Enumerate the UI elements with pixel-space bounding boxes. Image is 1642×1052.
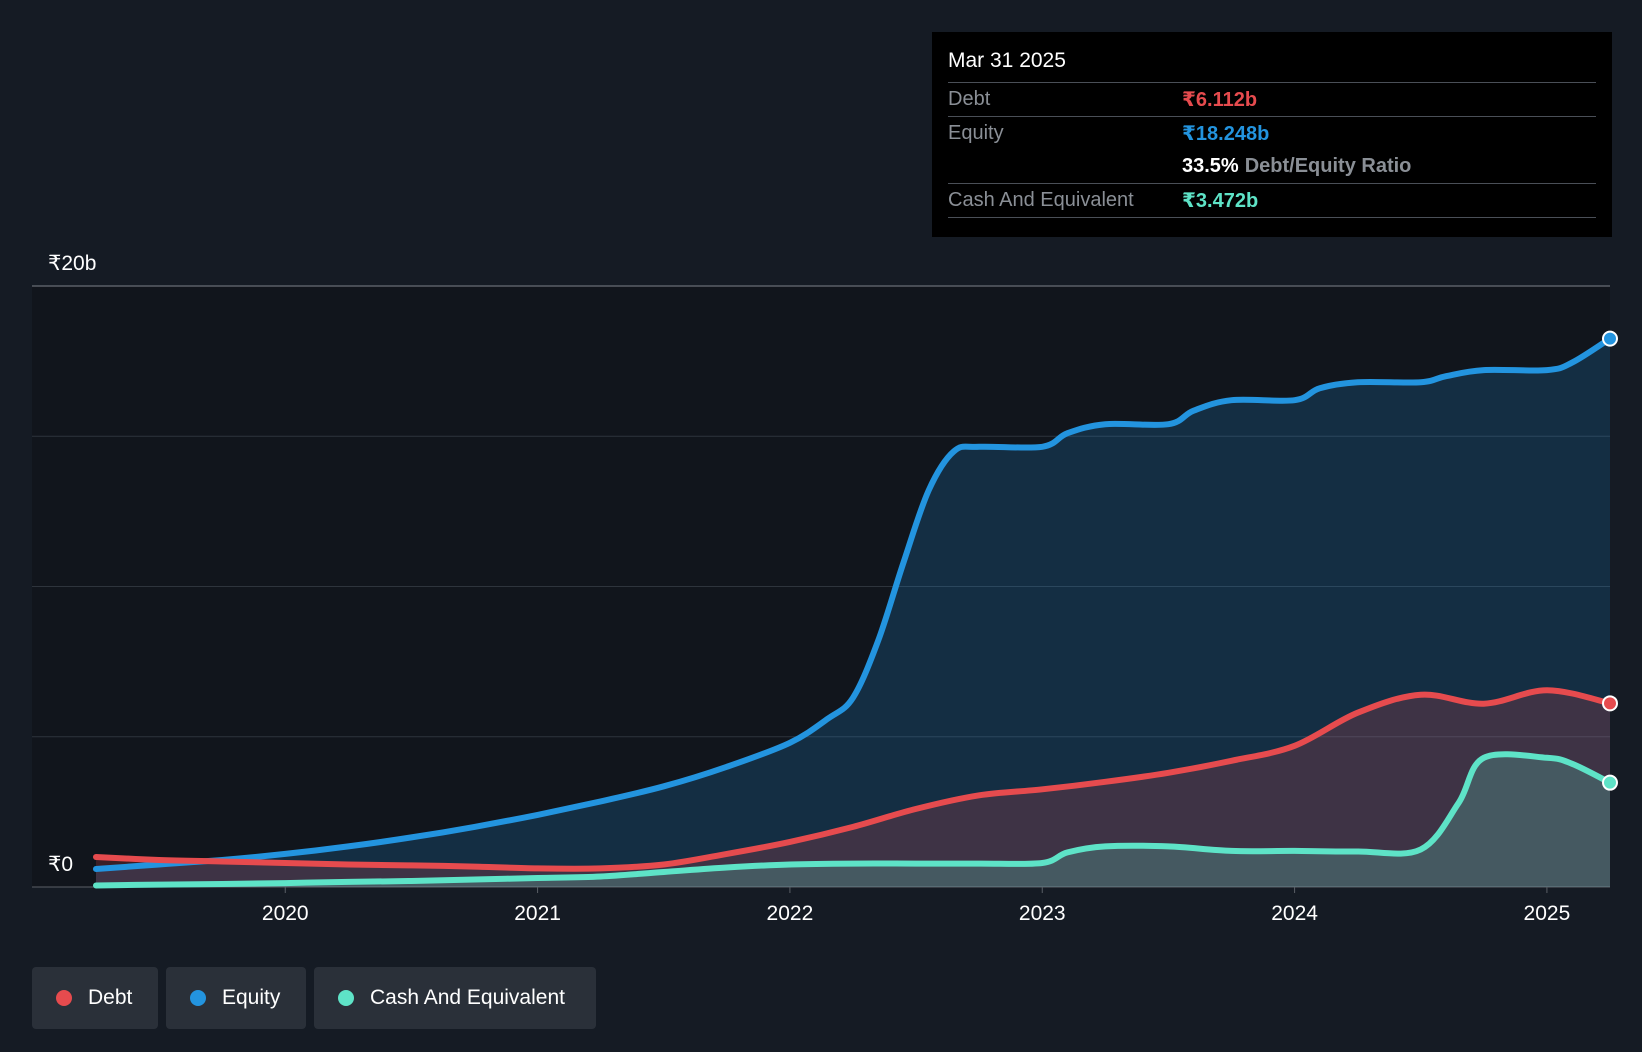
tooltip-ratio-row: 33.5% Debt/Equity Ratio xyxy=(948,150,1596,183)
legend-cash-label: Cash And Equivalent xyxy=(370,986,565,1009)
tooltip-panel: Mar 31 2025 Debt ₹6.112b Equity ₹18.248b… xyxy=(932,32,1612,237)
x-tick-label: 2023 xyxy=(1019,902,1066,925)
tooltip-date: Mar 31 2025 xyxy=(948,49,1066,72)
tooltip-equity-row: Equity ₹18.248b xyxy=(948,116,1596,150)
equity-end-marker xyxy=(1602,330,1618,347)
legend-item-cash[interactable]: Cash And Equivalent xyxy=(314,967,596,1029)
equity-line xyxy=(93,335,1613,872)
legend-equity-label: Equity xyxy=(222,986,281,1009)
tooltip-debt-label: Debt xyxy=(948,88,991,110)
equity-area xyxy=(96,338,1610,888)
tooltip-cash-row: Cash And Equivalent ₹3.472b xyxy=(948,183,1596,218)
y-tick-label: ₹20b xyxy=(48,252,96,275)
tooltip-ratio-label: Debt/Equity Ratio xyxy=(1244,155,1412,177)
cash-and-equivalent-end-marker xyxy=(1602,774,1618,791)
legend-item-equity[interactable]: Equity xyxy=(166,967,306,1029)
x-tick-label: 2024 xyxy=(1271,902,1318,925)
debt-area xyxy=(96,690,1610,887)
cash-dot-icon xyxy=(338,990,354,1006)
x-tick-label: 2020 xyxy=(262,902,309,925)
tooltip-debt-value: ₹6.112b xyxy=(1182,89,1258,111)
equity-dot-icon xyxy=(190,990,206,1006)
x-tick-label: 2025 xyxy=(1524,902,1571,925)
debt-line xyxy=(93,687,1613,872)
tooltip-equity-label: Equity xyxy=(948,122,1004,144)
x-tick-label: 2022 xyxy=(767,902,814,925)
cash-and-equivalent-line xyxy=(93,751,1613,889)
y-tick-label: ₹0 xyxy=(48,853,73,876)
debt-dot-icon xyxy=(56,990,72,1006)
tooltip-ratio-value: 33.5% xyxy=(1182,155,1239,177)
tooltip-cash-value: ₹3.472b xyxy=(1182,190,1259,212)
tooltip-cash-label: Cash And Equivalent xyxy=(948,189,1134,211)
tooltip-debt-row: Debt ₹6.112b xyxy=(948,82,1596,116)
debt-end-marker xyxy=(1602,695,1618,712)
legend-item-debt[interactable]: Debt xyxy=(32,967,158,1029)
tooltip-equity-value: ₹18.248b xyxy=(1182,123,1270,145)
x-tick-label: 2021 xyxy=(514,902,561,925)
legend-debt-label: Debt xyxy=(88,986,133,1009)
